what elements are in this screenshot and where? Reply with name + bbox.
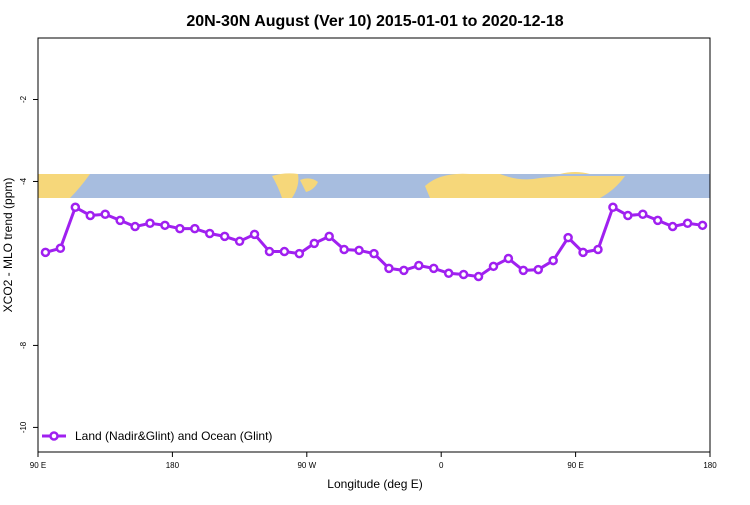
data-point [85,210,96,221]
data-point [488,261,499,272]
y-tick-label: -2 [19,95,28,103]
data-point [130,221,140,232]
data-point [249,229,260,240]
data-point [428,263,439,274]
x-tick-label: 180 [166,461,180,470]
legend-label: Land (Nadir&Glint) and Ocean (Glint) [75,429,272,443]
data-point [458,269,469,280]
data-point [563,232,573,243]
chart-title: 20N-30N August (Ver 10) 2015-01-01 to 20… [186,13,563,30]
x-tick-label: 0 [439,461,444,470]
x-axis-label: Longitude (deg E) [327,477,422,491]
y-axis-label: XCO2 - MLO trend (ppm) [1,178,15,313]
data-point [652,215,663,226]
data-point [682,218,693,229]
y-tick-label: -10 [19,421,28,433]
data-point [503,253,514,264]
data-point [145,218,155,229]
y-tick-label: -8 [19,341,28,349]
data-point [578,247,588,258]
data-point [384,263,394,274]
data-point [264,246,275,257]
data-point [638,209,648,220]
data-point [548,255,558,266]
data-point [339,244,349,255]
data-point [414,260,424,271]
data-point [40,247,51,258]
data-point [115,215,125,226]
data-point [399,265,409,276]
data-point [667,221,678,232]
data-point [623,210,633,221]
data-point [175,223,185,234]
x-tick-label: 180 [703,461,717,470]
data-point [190,223,200,234]
data-point [55,243,66,254]
series-line [45,205,703,279]
data-point [593,244,603,255]
data-point [219,231,230,242]
data-point [234,236,245,247]
data-point [204,228,215,239]
map-strip [38,172,710,198]
x-tick-label: 90 W [297,461,316,470]
data-point [369,248,379,259]
data-point [354,245,364,256]
data-point [697,220,708,231]
data-point [473,271,484,282]
data-point [70,202,81,213]
data-point [100,209,110,220]
data-point [533,264,544,275]
data-point [294,248,305,259]
data-point [608,202,618,213]
x-tick-label: 90 E [30,461,46,470]
data-point [279,246,290,257]
x-tick-label: 90 E [567,461,583,470]
data-point [324,231,334,242]
data-point [443,268,454,279]
plot-frame [37,37,711,453]
data-point [309,238,320,249]
data-point [160,220,170,231]
y-tick-label: -4 [19,177,28,185]
legend-marker [49,431,59,441]
data-point [518,265,529,276]
